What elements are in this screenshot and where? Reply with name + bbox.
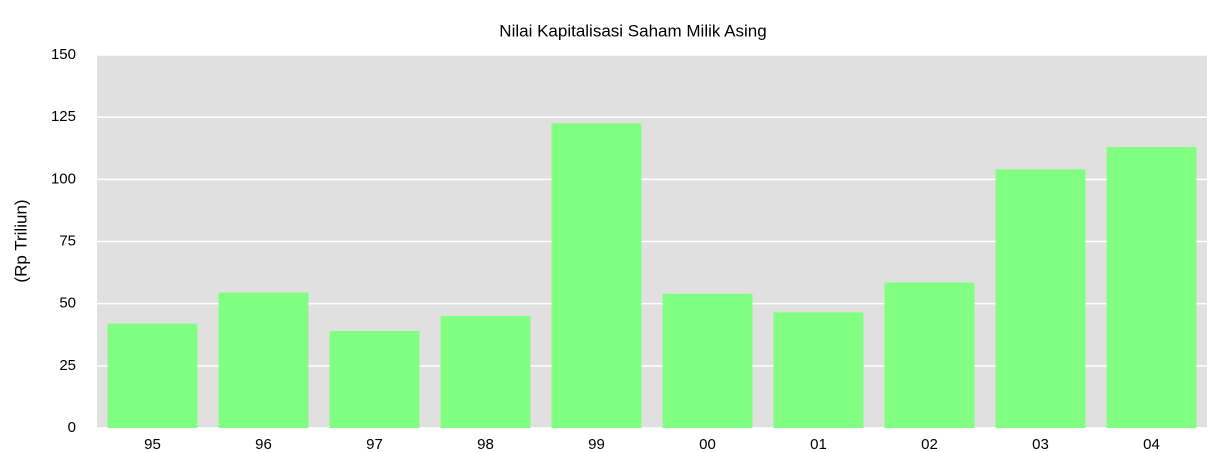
x-tick-label: 04 xyxy=(1143,436,1160,452)
x-tick-label: 00 xyxy=(699,436,716,452)
y-tick-label: 50 xyxy=(59,295,76,312)
y-tick-label: 25 xyxy=(59,357,76,374)
chart-title: Nilai Kapitalisasi Saham Milik Asing xyxy=(499,21,766,40)
bar xyxy=(440,316,531,428)
y-tick-label: 0 xyxy=(68,419,76,436)
x-tick-label: 01 xyxy=(810,436,827,452)
bar xyxy=(329,331,420,428)
x-tick-label: 97 xyxy=(366,436,383,452)
bar xyxy=(218,292,309,428)
y-tick-label: 100 xyxy=(51,170,76,187)
bar xyxy=(107,323,198,428)
bar xyxy=(884,282,975,428)
y-tick-label: 125 xyxy=(51,108,76,125)
x-tick-label: 03 xyxy=(1032,436,1049,452)
y-tick-label: 150 xyxy=(51,46,76,63)
x-tick-label: 95 xyxy=(144,436,161,452)
bar xyxy=(995,169,1086,429)
bar xyxy=(551,123,642,428)
x-tick-label: 96 xyxy=(255,436,272,452)
x-tick-label: 98 xyxy=(477,436,494,452)
x-tick-label: 02 xyxy=(921,436,938,452)
y-tick-label: 75 xyxy=(59,232,76,249)
bar xyxy=(1106,147,1197,429)
y-axis-label: (Rp Triliun) xyxy=(11,199,30,282)
x-tick-label: 99 xyxy=(588,436,605,452)
bar xyxy=(662,293,753,428)
bar xyxy=(773,312,864,428)
